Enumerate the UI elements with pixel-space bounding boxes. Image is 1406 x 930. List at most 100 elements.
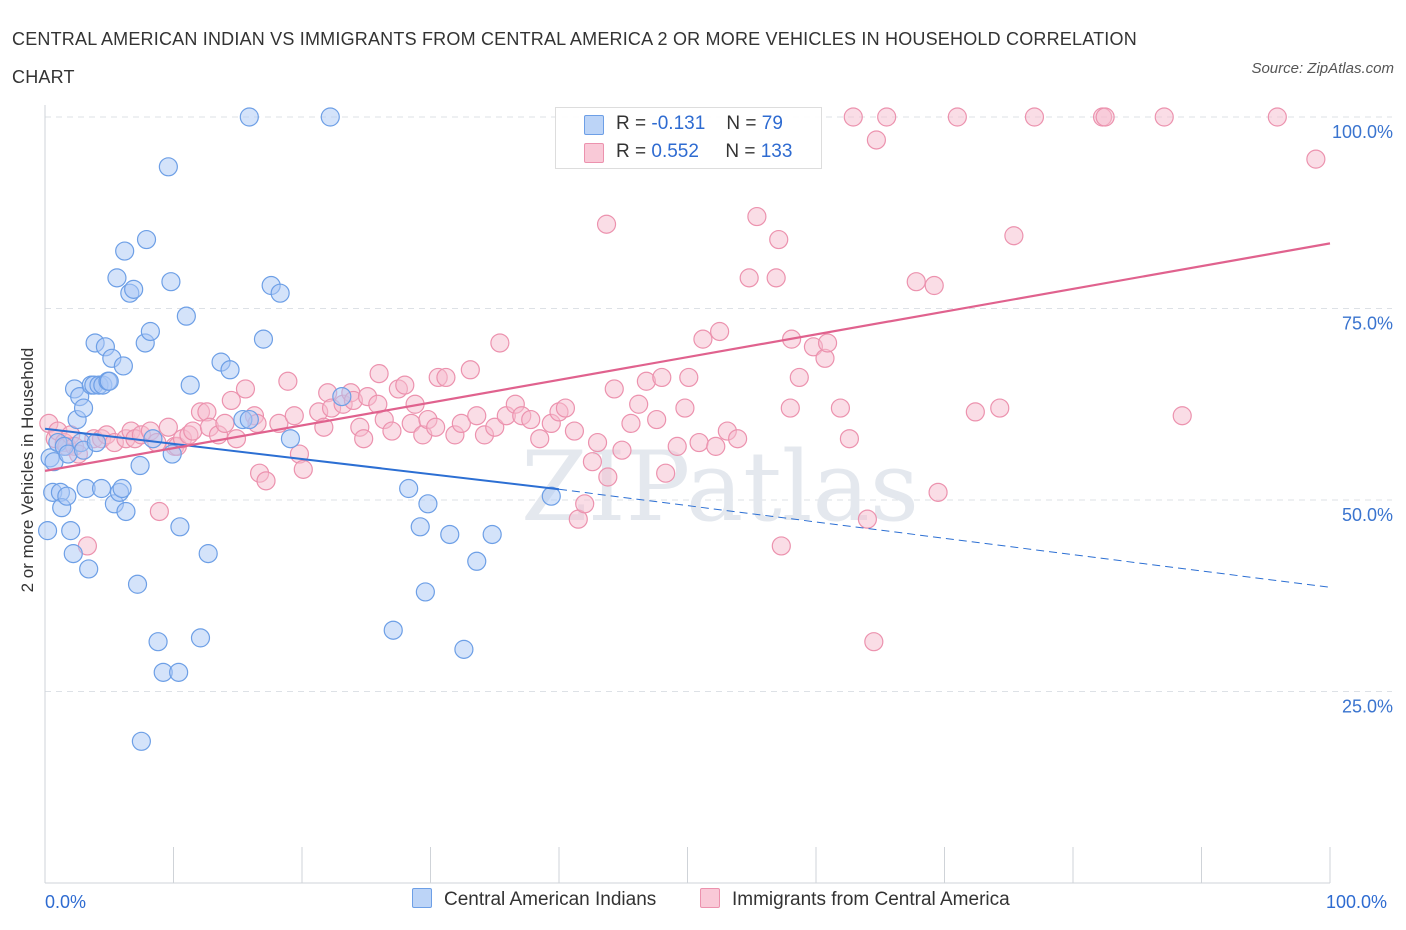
data-point — [1004, 226, 1024, 246]
data-point — [57, 486, 77, 506]
data-point — [689, 432, 709, 453]
data-point — [454, 639, 474, 659]
data-point — [320, 107, 340, 127]
data-point — [877, 107, 897, 127]
data-point — [866, 130, 886, 150]
data-point — [575, 494, 595, 514]
y-axis-label: 2 or more Vehicles in Household — [18, 347, 37, 593]
data-point — [928, 482, 948, 502]
data-point — [1024, 107, 1045, 127]
data-point — [679, 367, 699, 388]
data-point — [79, 559, 99, 579]
data-point — [61, 521, 81, 541]
data-point — [239, 107, 259, 127]
blue-swatch — [412, 888, 432, 908]
data-point — [436, 367, 456, 388]
data-point — [278, 371, 298, 391]
data-point — [158, 417, 178, 437]
data-point — [747, 206, 767, 227]
data-point — [706, 436, 726, 456]
x-tick-label-min: 0.0% — [45, 892, 87, 912]
data-point — [621, 413, 641, 433]
legend-r-value: 0.552 — [651, 141, 699, 162]
chart-title: CENTRAL AMERICAN INDIAN VS IMMIGRANTS FR… — [12, 29, 1137, 87]
data-point — [161, 272, 181, 292]
legend-n-value: 133 — [760, 141, 793, 162]
data-point — [521, 409, 541, 430]
data-point — [115, 241, 135, 261]
data-point — [789, 367, 809, 388]
data-point — [235, 379, 256, 399]
data-point — [410, 517, 430, 537]
data-point — [169, 662, 189, 682]
data-point — [130, 455, 150, 476]
data-point — [198, 544, 218, 564]
data-point — [127, 574, 148, 594]
data-point — [158, 157, 178, 177]
y-tick-labels: 25.0% 50.0% 75.0% 100.0% — [1332, 122, 1393, 717]
data-point — [924, 275, 944, 296]
data-point — [215, 413, 235, 433]
data-point — [598, 467, 618, 487]
data-point — [399, 478, 419, 499]
data-point — [555, 398, 576, 418]
data-point — [221, 390, 241, 411]
data-point — [124, 279, 144, 299]
data-point — [256, 471, 276, 491]
data-point — [37, 521, 58, 541]
data-point — [91, 478, 112, 499]
data-point — [383, 620, 403, 640]
data-point — [86, 432, 107, 453]
source-label: Source: ZipAtlas.com — [1251, 60, 1394, 77]
data-point — [739, 268, 759, 288]
data-point — [612, 440, 632, 460]
data-point — [564, 421, 585, 441]
data-point — [728, 429, 748, 449]
data-point — [426, 417, 446, 437]
data-point — [530, 429, 550, 449]
data-point — [769, 229, 789, 250]
pink-swatch — [700, 888, 720, 908]
data-point — [112, 478, 132, 499]
data-point — [63, 544, 83, 564]
data-point — [482, 524, 502, 545]
data-point — [817, 333, 838, 353]
series-immigrants-from-central-america — [39, 107, 1326, 652]
legend-label: Immigrants from Central America — [732, 889, 1010, 910]
data-point — [382, 421, 402, 441]
correlation-legend: R = -0.131 N = 79 R = 0.552 N = 133 — [555, 107, 822, 169]
data-point — [1306, 149, 1326, 169]
data-point — [149, 501, 169, 522]
data-point — [113, 356, 133, 376]
data-point — [73, 398, 94, 418]
y-tick-label: 75.0% — [1342, 314, 1393, 334]
trend-line-central-american-indians — [44, 427, 560, 491]
data-point — [965, 402, 985, 422]
grid-lines — [45, 116, 1392, 692]
data-point — [332, 386, 352, 407]
data-point — [647, 409, 667, 430]
legend-r-label: R = — [616, 141, 647, 162]
data-point — [107, 268, 127, 288]
data-point — [131, 731, 151, 751]
data-point — [710, 321, 730, 342]
legend-item-central-american-indians: Central American Indians — [412, 888, 656, 911]
data-point — [843, 107, 863, 127]
data-point — [587, 432, 608, 453]
data-point — [1154, 107, 1174, 127]
data-point — [667, 436, 687, 456]
pink-swatch — [584, 143, 604, 163]
data-point — [604, 379, 624, 399]
series-central-american-indians — [37, 107, 561, 751]
data-point — [629, 394, 649, 414]
legend-r-value: -0.131 — [651, 113, 706, 134]
data-point — [220, 360, 240, 380]
data-point — [467, 406, 487, 426]
data-point — [1095, 107, 1115, 127]
data-point — [582, 452, 603, 472]
data-point — [369, 364, 389, 384]
data-point — [766, 268, 786, 288]
data-point — [170, 517, 190, 537]
data-point — [656, 463, 676, 483]
data-point — [176, 306, 196, 326]
